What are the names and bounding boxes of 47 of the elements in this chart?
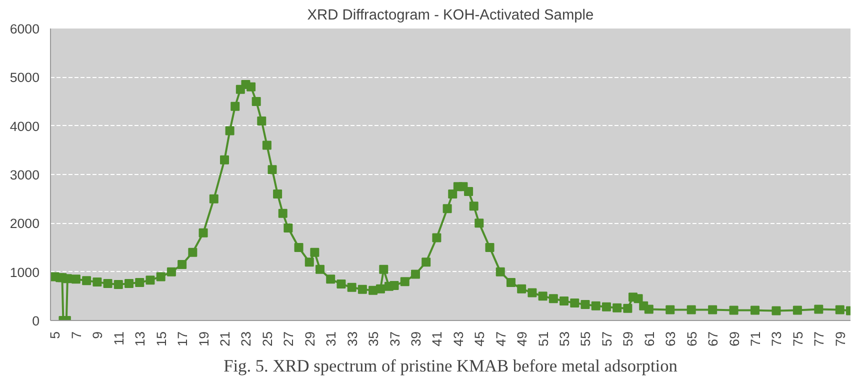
y-tick-label: 2000 bbox=[10, 216, 40, 232]
x-tick-label: 59 bbox=[620, 331, 636, 346]
x-tick-label: 5 bbox=[48, 331, 63, 339]
x-tick-label: 75 bbox=[790, 331, 806, 346]
y-tick-label: 5000 bbox=[10, 70, 40, 86]
x-tick-label: 61 bbox=[642, 331, 657, 346]
y-tick-label: 0 bbox=[32, 314, 40, 328]
x-tick-label: 11 bbox=[111, 331, 126, 346]
x-tick-label: 63 bbox=[663, 331, 678, 346]
x-tick-label: 73 bbox=[769, 331, 784, 346]
x-tick-label: 45 bbox=[472, 331, 488, 346]
x-tick-label: 33 bbox=[344, 331, 360, 346]
x-tick-label: 43 bbox=[450, 331, 466, 346]
y-tick-label: 3000 bbox=[10, 168, 40, 182]
x-tick-label: 35 bbox=[366, 331, 382, 346]
x-tick-label: 31 bbox=[324, 331, 339, 346]
x-tick-label: 9 bbox=[90, 331, 106, 339]
x-tick-label: 15 bbox=[154, 331, 169, 346]
x-tick-label: 39 bbox=[408, 331, 424, 346]
y-tick-label: 6000 bbox=[10, 22, 40, 36]
x-tick-label: 65 bbox=[684, 331, 700, 346]
x-tick-label: 17 bbox=[175, 331, 190, 346]
x-tick-label: 29 bbox=[302, 331, 318, 346]
x-tick-label: 25 bbox=[260, 331, 275, 346]
x-tick-label: 55 bbox=[578, 331, 594, 346]
x-tick-label: 41 bbox=[430, 331, 445, 346]
x-tick-label: 37 bbox=[387, 331, 402, 346]
x-tick-label: 67 bbox=[706, 331, 721, 346]
x-tick-label: 71 bbox=[748, 331, 764, 346]
y-tick-label: 1000 bbox=[10, 264, 40, 280]
x-tick-label: 21 bbox=[218, 331, 233, 346]
x-tick-label: 77 bbox=[812, 331, 827, 346]
x-tick-label: 53 bbox=[557, 331, 572, 346]
caption: Fig. 5. XRD spectrum of pristine KMAB before metal adsorption bbox=[224, 356, 678, 376]
x-tick-label: 27 bbox=[281, 331, 296, 346]
x-tick-label: 47 bbox=[493, 331, 508, 346]
y-tick-label: 4000 bbox=[10, 118, 40, 134]
x-tick-label: 57 bbox=[599, 331, 614, 346]
x-tick-label: 69 bbox=[726, 331, 742, 346]
x-tick-label: 51 bbox=[536, 331, 551, 346]
x-tick-label: 49 bbox=[514, 331, 530, 346]
x-tick-label: 23 bbox=[238, 331, 254, 346]
x-tick-label: 7 bbox=[68, 331, 84, 339]
chart-title: XRD Diffractogram - KOH-Activated Sample bbox=[307, 8, 594, 24]
x-tick-label: 13 bbox=[132, 331, 148, 346]
x-tick-label: 19 bbox=[196, 331, 212, 346]
x-tick-label: 79 bbox=[832, 331, 848, 346]
